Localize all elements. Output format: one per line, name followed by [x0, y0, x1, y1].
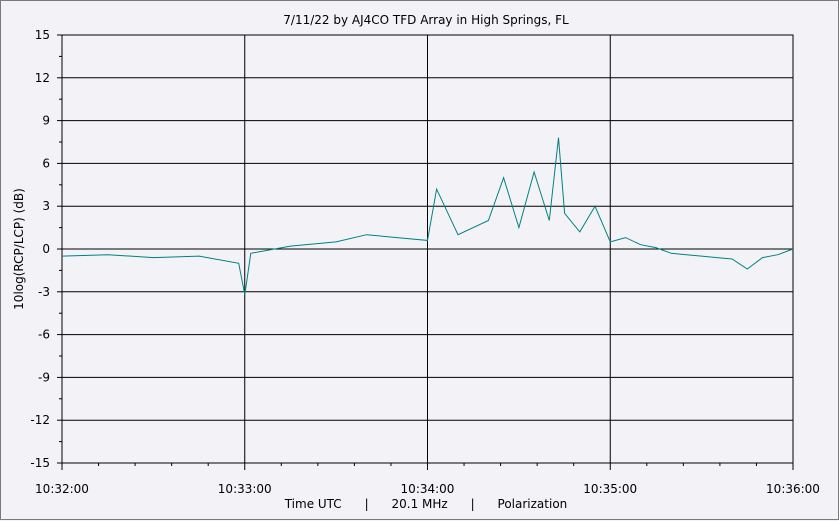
y-tick-label: 0 — [42, 242, 50, 256]
y-axis-label: 10log(RCP/LCP) (dB) — [12, 188, 26, 310]
y-tick-label: -12 — [30, 413, 50, 427]
grid-lines — [62, 35, 793, 463]
y-tick-label: -9 — [38, 370, 50, 384]
x-tick-label: 10:32:00 — [35, 482, 89, 496]
x-tick-label: 10:33:00 — [218, 482, 272, 496]
chart-title: 7/11/22 by AJ4CO TFD Array in High Sprin… — [283, 13, 569, 27]
x-tick-label: 10:34:00 — [401, 482, 455, 496]
x-tick-label: 10:35:00 — [583, 482, 637, 496]
x-tick-labels: 10:32:00 10:33:00 10:34:00 10:35:00 10:36:00 — [35, 482, 820, 496]
y-tick-label: 12 — [35, 71, 50, 85]
y-tick-label: -15 — [30, 456, 50, 470]
x-axis-label: Time UTC | 20.1 MHz | Polarization — [284, 497, 568, 511]
y-tick-label: 3 — [42, 199, 50, 213]
y-tick-labels: 15 12 9 6 3 0 -3 -6 -9 -12 -15 — [30, 28, 50, 470]
series-polarization-line — [61, 137, 794, 295]
x-tick-label: 10:36:00 — [766, 482, 820, 496]
y-tick-label: -6 — [38, 328, 50, 342]
y-tick-label: 6 — [42, 156, 50, 170]
y-tick-label: -3 — [38, 285, 50, 299]
axis-ticks — [57, 34, 794, 470]
y-tick-label: 15 — [35, 28, 50, 42]
y-tick-label: 9 — [42, 114, 50, 128]
